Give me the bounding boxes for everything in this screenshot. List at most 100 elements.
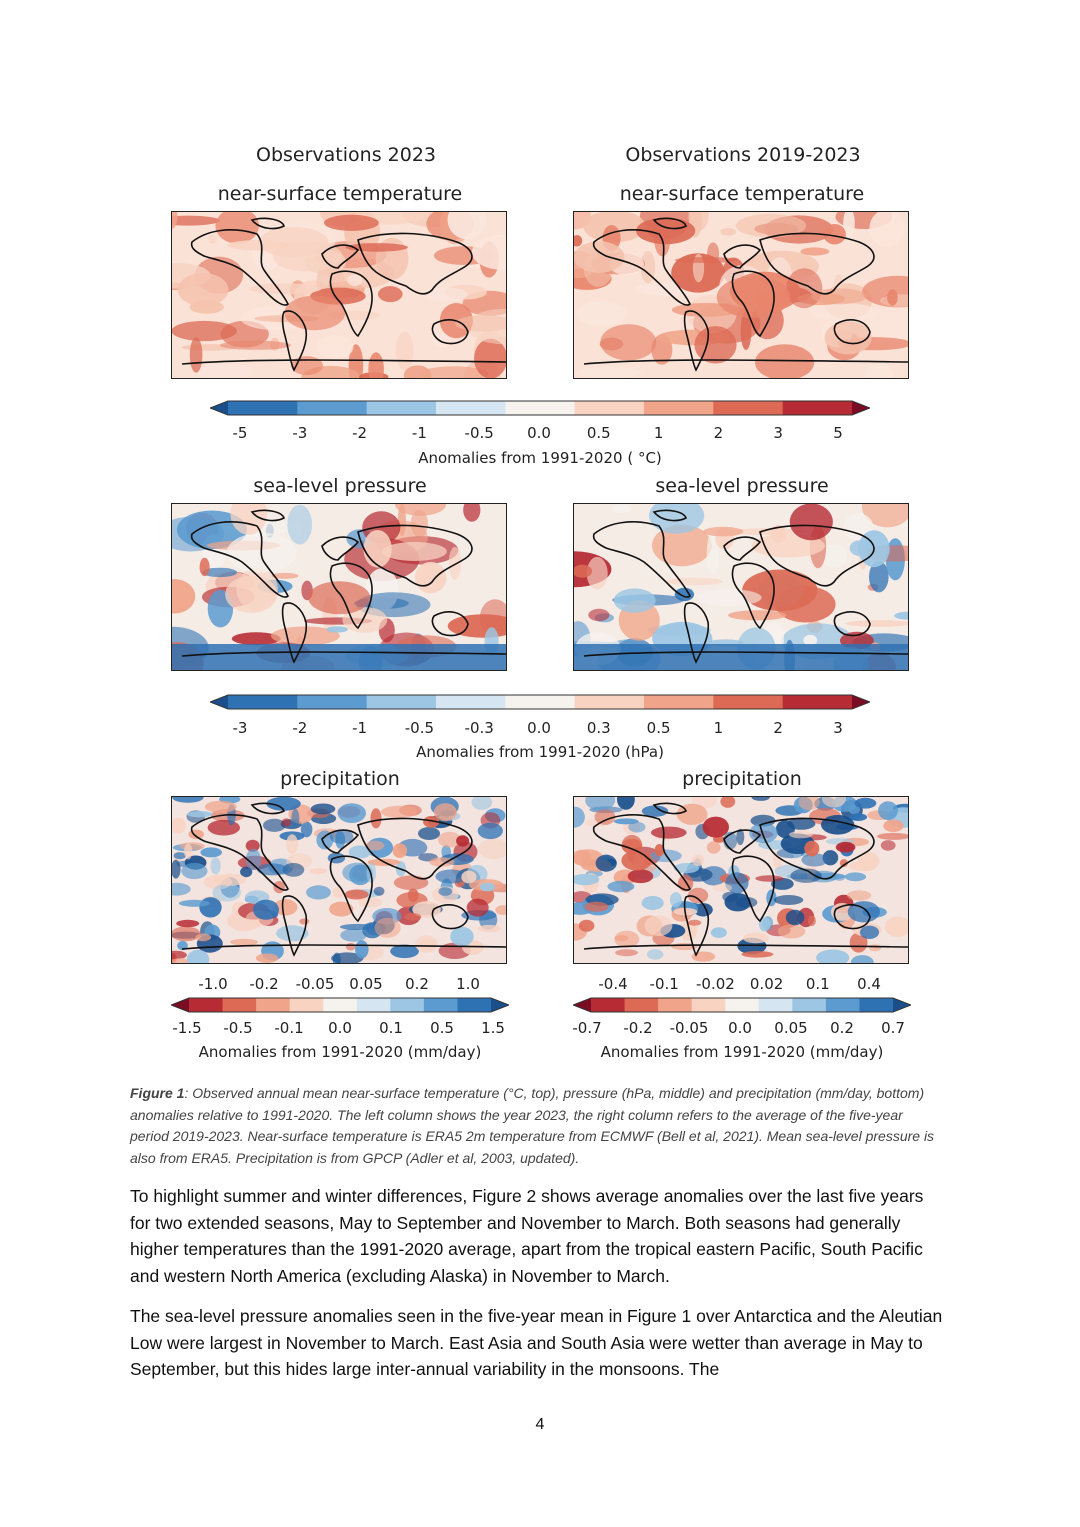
precip-left-ticks-bottom: -1.5 -0.5 -0.1 0.0 0.1 0.5 1.5	[171, 1019, 509, 1039]
colorbar-extension-low	[210, 695, 228, 709]
figure-caption-label: Figure 1	[130, 1085, 185, 1101]
colorbar-tick-label: 2	[713, 424, 724, 442]
colorbar-segment	[289, 998, 324, 1012]
colorbar-extension-low	[573, 998, 591, 1012]
column-title-2019-2023: Observations 2019-2023	[625, 144, 861, 166]
colorbar-segment	[782, 695, 853, 709]
colorbar-segment	[782, 401, 853, 415]
colorbar-tick-label: 0.0	[527, 719, 551, 737]
precip-right-ticks-bottom: -0.7 -0.2 -0.05 0.0 0.05 0.2 0.7	[572, 1019, 911, 1039]
colorbar-segment	[256, 998, 291, 1012]
colorbar-tick-label: -2	[292, 719, 308, 737]
precip-right-colorbar-label: Anomalies from 1991-2020 (mm/day)	[600, 1043, 884, 1061]
colorbar-segment	[390, 998, 425, 1012]
colorbar-segment	[825, 998, 861, 1012]
colorbar-segment	[658, 998, 693, 1012]
colorbar-extension-high	[893, 998, 911, 1012]
body-paragraph-1: To highlight summer and winter differenc…	[130, 1186, 924, 1286]
temperature-colorbar-ticks: -5 -3 -2 -1 -0.5 0.0 0.5 1 2 3 5	[210, 424, 870, 444]
colorbar-extension-high	[852, 401, 870, 415]
colorbar-tick-label: -0.5	[223, 1019, 253, 1037]
precipitation-title-left: precipitation	[280, 768, 400, 790]
colorbar-tick-label: 2	[773, 719, 783, 737]
colorbar-segment	[366, 695, 437, 709]
colorbar-tick-label: -0.05	[295, 975, 335, 993]
colorbar-tick-label: -1.5	[172, 1019, 202, 1037]
colorbar-tick-label: -3	[292, 424, 308, 442]
colorbar-extension-high	[491, 998, 509, 1012]
body-paragraph-2: The sea-level pressure anomalies seen in…	[130, 1306, 943, 1379]
body-text: To highlight summer and winter differenc…	[130, 1183, 945, 1397]
colorbar-segment	[713, 401, 784, 415]
colorbar-segment	[859, 998, 894, 1012]
colorbar-tick-label: 5	[833, 424, 843, 442]
colorbar-extension-low	[210, 401, 228, 415]
colorbar-segment	[297, 401, 368, 415]
colorbar-segment	[624, 998, 659, 1012]
precipitation-map-2023	[171, 796, 507, 964]
colorbar-segment	[792, 998, 827, 1012]
colorbar-tick-label: 3	[833, 719, 843, 737]
colorbar-tick-label: -2	[352, 424, 368, 442]
pressure-colorbar	[210, 694, 870, 710]
colorbar-tick-label: -1	[352, 719, 368, 737]
colorbar-segment	[297, 695, 368, 709]
colorbar-tick-label: 0.0	[328, 1019, 352, 1037]
precip-left-ticks-top: -1.0 -0.2 -0.05 0.05 0.2 1.0	[171, 975, 509, 995]
colorbar-segment	[574, 695, 645, 709]
colorbar-segment	[436, 695, 506, 709]
figure-caption-text: : Observed annual mean near-surface temp…	[130, 1085, 935, 1166]
colorbar-tick-label: -0.7	[572, 1019, 602, 1037]
colorbar-segment	[758, 998, 793, 1012]
colorbar-extension-high	[852, 695, 870, 709]
colorbar-tick-label: 1	[713, 719, 724, 737]
colorbar-tick-label: 0.0	[527, 424, 551, 442]
colorbar-tick-label: -0.5	[464, 424, 494, 442]
colorbar-tick-label: 0.1	[379, 1019, 403, 1037]
colorbar-segment	[691, 998, 726, 1012]
colorbar-outline	[573, 997, 911, 1013]
colorbar-tick-label: 0.5	[430, 1019, 454, 1037]
colorbar-segment	[228, 401, 298, 415]
colorbar-segment	[366, 401, 437, 415]
colorbar-extension-low	[171, 998, 189, 1012]
colorbar-tick-label: -3	[232, 719, 248, 737]
temperature-colorbar-label: Anomalies from 1991-2020 ( °C)	[418, 449, 662, 467]
pressure-colorbar-label: Anomalies from 1991-2020 (hPa)	[416, 743, 664, 761]
colorbar-tick-label: -0.4	[598, 975, 628, 993]
precipitation-map-2019-2023	[573, 796, 909, 964]
precipitation-title-right: precipitation	[682, 768, 802, 790]
colorbar-outline	[171, 997, 509, 1013]
colorbar-tick-label: 0.5	[586, 424, 611, 442]
colorbar-segment	[505, 695, 576, 709]
figure-caption: Figure 1: Observed annual mean near-surf…	[130, 1083, 942, 1169]
colorbar-tick-label: 0.2	[405, 975, 429, 993]
colorbar-tick-label: -1	[411, 424, 427, 442]
colorbar-segment	[356, 998, 391, 1012]
colorbar-segment	[436, 401, 506, 415]
colorbar-tick-label: -5	[232, 424, 248, 442]
colorbar-segment	[423, 998, 459, 1012]
colorbar-segment	[222, 998, 257, 1012]
precip-right-ticks-top: -0.4 -0.1 -0.02 0.02 0.1 0.4	[573, 975, 911, 995]
colorbar-tick-label: -1.0	[198, 975, 228, 993]
pressure-title-right: sea-level pressure	[655, 475, 829, 497]
temperature-title-right: near-surface temperature	[619, 183, 865, 205]
colorbar-tick-label: -0.2	[623, 1019, 653, 1037]
colorbar-segment	[323, 998, 358, 1012]
temperature-title-left: near-surface temperature	[217, 183, 463, 205]
colorbar-tick-label: 1	[653, 424, 664, 442]
colorbar-tick-label: 1.5	[481, 1019, 505, 1037]
colorbar-tick-label: 0.05	[774, 1019, 808, 1037]
precip-right-colorbar	[573, 997, 911, 1013]
colorbar-segment	[228, 695, 298, 709]
colorbar-tick-label: 0.1	[805, 975, 830, 993]
colorbar-outline	[210, 694, 870, 710]
pressure-map-2023	[171, 503, 507, 671]
colorbar-tick-label: 3	[773, 424, 783, 442]
colorbar-segment	[591, 998, 626, 1012]
colorbar-tick-label: 0.02	[749, 975, 784, 993]
colorbar-segment	[713, 695, 784, 709]
colorbar-tick-label: 0.3	[586, 719, 611, 737]
colorbar-tick-label: -0.2	[249, 975, 279, 993]
